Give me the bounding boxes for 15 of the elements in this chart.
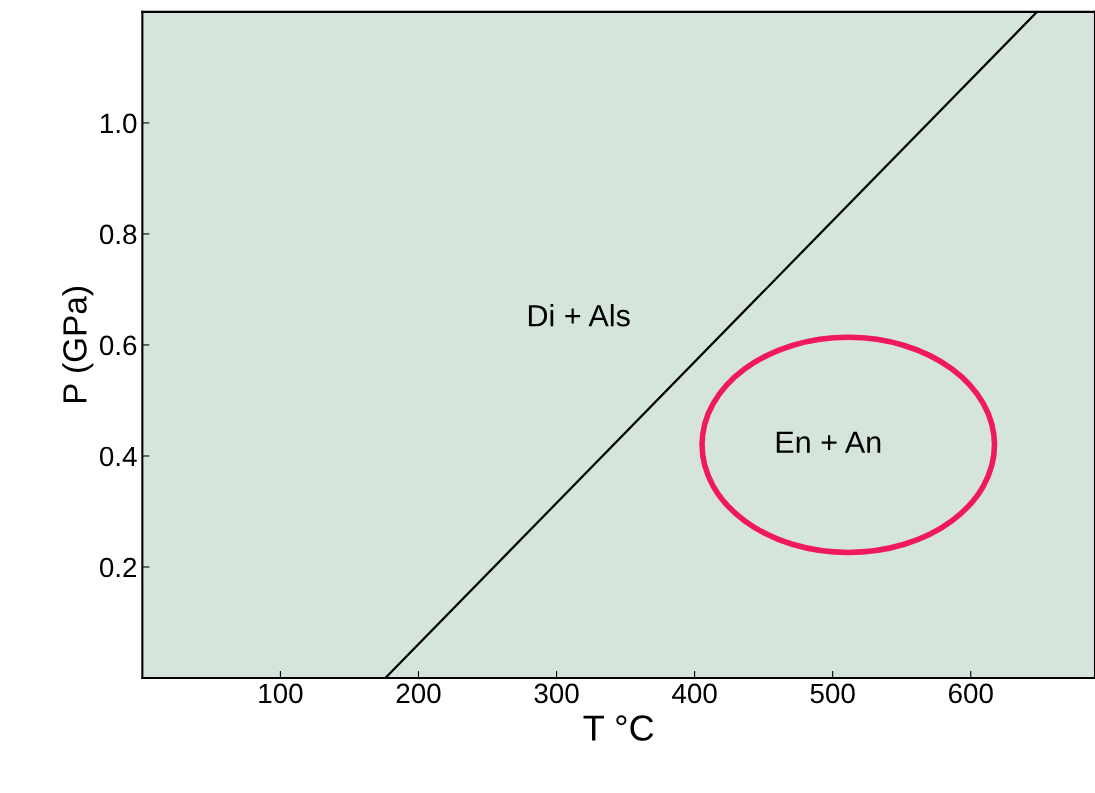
y-tick-label: 0.6 <box>99 335 137 356</box>
y-tick-label: 0.4 <box>99 446 137 467</box>
x-tick-label: 600 <box>948 683 993 704</box>
x-axis-title: T °C <box>583 715 654 741</box>
annotation: Di + Als <box>528 304 630 327</box>
x-tick-label: 300 <box>534 683 579 704</box>
y-axis-title: P (GPa) <box>62 287 94 403</box>
x-tick-label: 500 <box>810 683 855 704</box>
x-tick-label: 200 <box>396 683 441 704</box>
annotation: En + An <box>776 431 881 453</box>
x-tick-label: 100 <box>259 683 303 704</box>
y-tick-label: 0.2 <box>99 557 137 578</box>
y-tick-label: 0.8 <box>99 224 137 245</box>
x-tick-label: 400 <box>672 683 717 704</box>
y-tick-label: 1.0 <box>101 113 137 134</box>
